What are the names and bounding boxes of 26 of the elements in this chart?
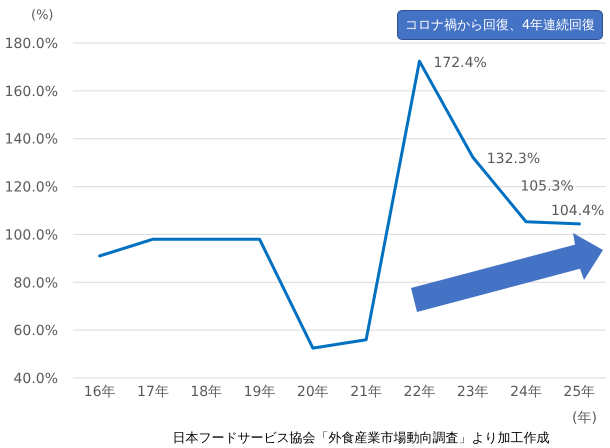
x-tick-label: 17年 bbox=[137, 384, 169, 400]
x-tick-label: 25年 bbox=[563, 384, 596, 400]
y-axis-title: (%) bbox=[31, 8, 54, 23]
x-tick-label: 18年 bbox=[190, 384, 222, 400]
x-tick-label: 16年 bbox=[84, 384, 116, 400]
y-tick-label: 120.0% bbox=[4, 180, 58, 196]
x-tick-label: 22年 bbox=[404, 384, 436, 400]
y-tick-label: 160.0% bbox=[4, 84, 58, 100]
data-label: 132.3% bbox=[486, 151, 540, 168]
y-tick-label: 180.0% bbox=[4, 36, 58, 52]
x-tick-label: 19年 bbox=[244, 384, 276, 400]
data-label: 105.3% bbox=[520, 178, 574, 195]
x-tick-label: 21年 bbox=[350, 384, 382, 400]
x-axis-title: (年) bbox=[572, 409, 597, 427]
data-label: 172.4% bbox=[433, 55, 487, 72]
text: コロナ禍から回復、4年連続回復 bbox=[404, 17, 596, 34]
x-tick-label: 23年 bbox=[456, 384, 489, 400]
x-tick-label: 24年 bbox=[510, 384, 542, 400]
x-tick-label: 20年 bbox=[296, 384, 329, 400]
data-label: 104.4% bbox=[550, 202, 604, 219]
y-tick-label: 140.0% bbox=[4, 132, 58, 148]
y-tick-label: 100.0% bbox=[4, 227, 58, 244]
y-tick-label: 40.0% bbox=[14, 370, 58, 387]
text: 日本フードサービス協会「外食産業市場動向調査」より加工作成 bbox=[172, 430, 550, 447]
y-tick-label: 80.0% bbox=[14, 275, 58, 292]
y-tick-label: 60.0% bbox=[14, 323, 58, 340]
